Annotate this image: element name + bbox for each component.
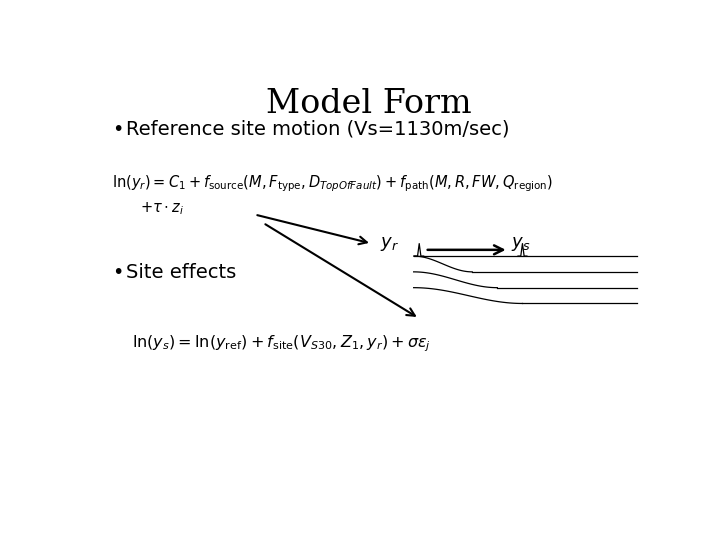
Text: •: •: [112, 263, 124, 282]
Text: $+ \tau \cdot z_i$: $+ \tau \cdot z_i$: [140, 200, 184, 217]
Text: $\ln(y_r) = C_1 + f_{\rm source}(M, F_{\rm type}, D_{\it TopOfFault}) + f_{\rm p: $\ln(y_r) = C_1 + f_{\rm source}(M, F_{\…: [112, 173, 554, 194]
Text: Site effects: Site effects: [126, 263, 236, 282]
Text: $y_r$: $y_r$: [380, 234, 399, 253]
Text: $y_s$: $y_s$: [511, 234, 531, 253]
Text: Model Form: Model Form: [266, 87, 472, 120]
Text: •: •: [112, 120, 124, 139]
Text: $\ln(y_s) = \ln(y_{\rm ref}) + f_{\rm site}(V_{S30}, Z_1, y_r) + \sigma\varepsil: $\ln(y_s) = \ln(y_{\rm ref}) + f_{\rm si…: [132, 333, 431, 354]
Text: Reference site motion (Vs=1130m/sec): Reference site motion (Vs=1130m/sec): [126, 120, 510, 139]
